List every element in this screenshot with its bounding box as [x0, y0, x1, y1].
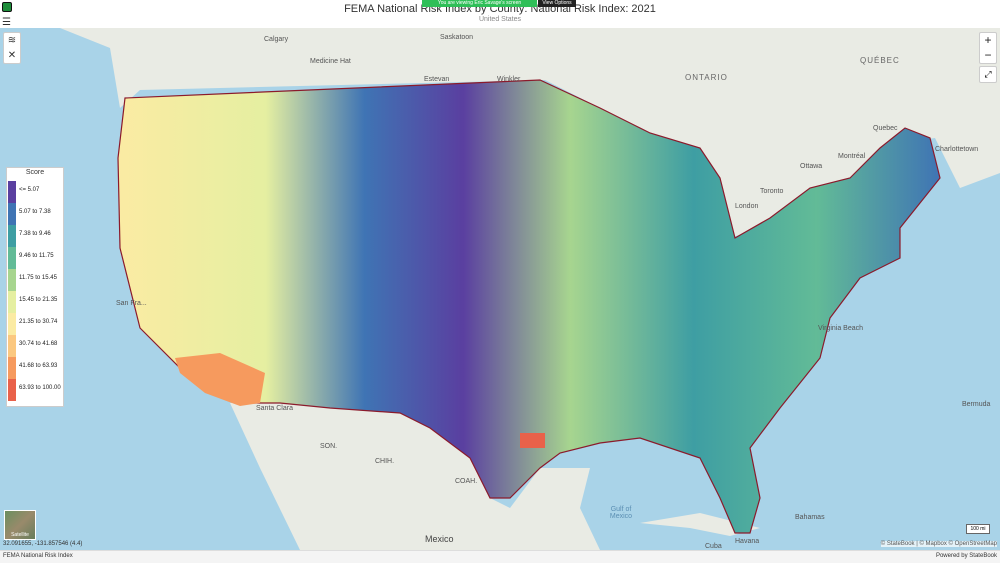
place-santa-clara: Santa Clara: [256, 405, 293, 412]
legend-item[interactable]: <= 5.07: [7, 181, 63, 203]
legend-label: 7.38 to 9.46: [19, 231, 51, 237]
legend-label: 21.35 to 30.74: [19, 319, 58, 325]
footer-title: FEMA National Risk Index: [3, 553, 73, 559]
place-virginia-beach: Virginia Beach: [818, 325, 864, 332]
place-coahuila: COAH.: [455, 478, 478, 485]
view-options-button[interactable]: View Options: [538, 0, 576, 7]
map-tools: ≋ ✕: [3, 32, 21, 64]
place-mexico: Mexico: [425, 534, 454, 544]
legend-swatch: [8, 313, 16, 335]
cuba-land: [640, 513, 760, 536]
legend-item[interactable]: 11.75 to 15.45: [7, 269, 63, 291]
fullscreen-icon[interactable]: ⤢: [979, 66, 997, 83]
legend-label: 63.93 to 100.00: [19, 385, 61, 391]
place-san-francisco: San Fra...: [116, 300, 147, 307]
legend-item[interactable]: 30.74 to 41.68: [7, 335, 63, 357]
california-hotspot: [175, 353, 265, 406]
mexico-land: [230, 403, 600, 550]
legend-label: 9.46 to 11.75: [19, 253, 54, 259]
place-london: London: [735, 203, 759, 210]
place-cuba: Cuba: [705, 543, 722, 550]
zoom-in-button[interactable]: +: [984, 33, 992, 47]
place-medicine-hat: Medicine Hat: [310, 58, 351, 65]
legend-swatch: [8, 247, 16, 269]
app-header: FEMA National Risk Index by County: Nati…: [0, 0, 1000, 29]
legend-item[interactable]: 5.07 to 7.38: [7, 203, 63, 225]
zoom-out-button[interactable]: −: [984, 48, 992, 62]
legend-item[interactable]: 21.35 to 30.74: [7, 313, 63, 335]
hamburger-icon[interactable]: ☰: [2, 17, 11, 28]
tools-icon[interactable]: ✕: [7, 50, 17, 61]
legend-swatch: [8, 335, 16, 357]
legend-swatch: [8, 181, 16, 203]
legend-label: 5.07 to 7.38: [19, 209, 51, 215]
canada-land: [0, 28, 1000, 238]
app-footer: FEMA National Risk Index Powered by Stat…: [0, 550, 1000, 563]
place-havana: Havana: [735, 538, 760, 545]
page-subtitle: United States: [478, 16, 522, 23]
texas-gulf-hotspot: [520, 433, 545, 448]
legend-title: Score: [25, 169, 45, 176]
place-bahamas: Bahamas: [795, 514, 825, 521]
place-montreal: Montréal: [838, 153, 866, 160]
layers-icon[interactable]: ≋: [7, 35, 17, 46]
place-sonora: SON.: [320, 443, 338, 450]
legend-swatch: [8, 379, 16, 401]
legend-item[interactable]: 15.45 to 21.35: [7, 291, 63, 313]
legend-item[interactable]: 41.68 to 63.93: [7, 357, 63, 379]
legend-swatch: [8, 225, 16, 247]
place-toronto: Toronto: [760, 188, 784, 195]
legend-item[interactable]: 63.93 to 100.00: [7, 379, 63, 401]
place-bermuda: Bermuda: [962, 401, 991, 408]
legend-item[interactable]: 7.38 to 9.46: [7, 225, 63, 247]
place-saskatoon: Saskatoon: [440, 34, 474, 41]
zoom-controls: + −: [979, 32, 997, 64]
place-calgary: Calgary: [264, 36, 289, 43]
usa-counties: [117, 79, 941, 534]
legend-label: <= 5.07: [19, 187, 40, 193]
place-quebec: QUÉBEC: [860, 56, 900, 65]
legend-label: 30.74 to 41.68: [19, 341, 58, 347]
legend-swatch: [8, 291, 16, 313]
legend-label: 15.45 to 21.35: [19, 297, 58, 303]
place-chihuahua: CHIH.: [375, 458, 395, 465]
legend-swatch: [8, 357, 16, 379]
place-winkler: Winkler: [497, 76, 521, 83]
place-ottawa: Ottawa: [800, 163, 823, 170]
legend-item[interactable]: 9.46 to 11.75: [7, 247, 63, 269]
legend-swatch: [8, 203, 16, 225]
choropleth-map[interactable]: Calgary Saskatoon Medicine Hat Estevan W…: [0, 28, 1000, 550]
place-charlottetown: Charlottetown: [935, 146, 979, 153]
legend-swatch: [8, 269, 16, 291]
place-gulf-of-mexico: Gulf of Mexico: [609, 506, 633, 520]
legend-label: 41.68 to 63.93: [19, 363, 58, 369]
map-attribution[interactable]: © StateBook | © Mapbox © OpenStreetMap: [880, 541, 997, 547]
place-ontario: ONTARIO: [685, 73, 728, 82]
footer-credit[interactable]: Powered by StateBook: [935, 553, 997, 559]
legend-label: 11.75 to 15.45: [19, 275, 57, 281]
satellite-toggle[interactable]: Satellite: [4, 510, 36, 540]
place-estevan: Estevan: [424, 76, 450, 83]
score-legend: Score <= 5.07 5.07 to 7.38 7.38 to 9.46 9.4…: [6, 167, 64, 407]
place-quebec-city: Quebec: [873, 125, 898, 132]
app-logo-icon: [2, 2, 12, 12]
satellite-label: Satellite: [11, 532, 29, 538]
cursor-coordinates: 32.091655, -131.857546 (4.4): [3, 541, 83, 547]
map-scale: 100 mi: [966, 524, 990, 534]
screen-share-banner: You are viewing Eric Savage's screen: [422, 0, 537, 7]
